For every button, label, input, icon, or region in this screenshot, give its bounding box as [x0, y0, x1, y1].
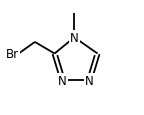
Text: N: N [85, 74, 94, 87]
Text: Br: Br [5, 48, 19, 60]
Text: N: N [70, 32, 79, 44]
Text: N: N [58, 74, 67, 87]
